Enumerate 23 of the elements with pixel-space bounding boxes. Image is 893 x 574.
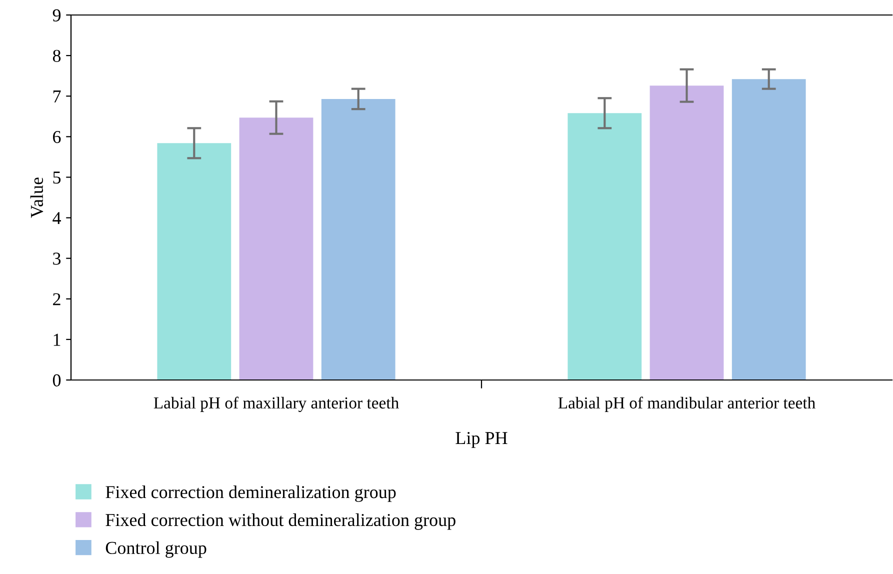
y-tick-label: 4 <box>52 212 61 224</box>
x-axis-title: Lip PH <box>456 432 508 448</box>
x-tick-label: Labial pH of maxillary anterior teeth <box>154 396 399 412</box>
bar <box>568 113 642 380</box>
y-tick-label: 5 <box>53 172 61 184</box>
legend-label: Fixed correction without demineralization group <box>106 513 456 530</box>
legend-label: Fixed correction demineralization group <box>106 486 396 502</box>
x-tick-label: Labial pH of mandibular anterior teeth <box>558 396 816 412</box>
y-tick-label: 9 <box>52 9 61 22</box>
bar <box>650 86 724 380</box>
y-tick-label: 7 <box>53 90 61 102</box>
y-tick-label: 3 <box>53 252 61 265</box>
y-tick-label: 6 <box>53 130 61 144</box>
bar <box>321 98 396 380</box>
y-tick-label: 2 <box>53 293 60 306</box>
bar <box>157 143 232 380</box>
y-tick-label: 1 <box>54 334 60 346</box>
bar <box>239 118 314 380</box>
legend-label: Control group <box>106 541 206 558</box>
y-axis-title: Value <box>30 178 44 218</box>
bar <box>732 79 806 380</box>
y-tick-label: 8 <box>52 50 61 62</box>
y-tick-label: 0 <box>52 374 61 386</box>
